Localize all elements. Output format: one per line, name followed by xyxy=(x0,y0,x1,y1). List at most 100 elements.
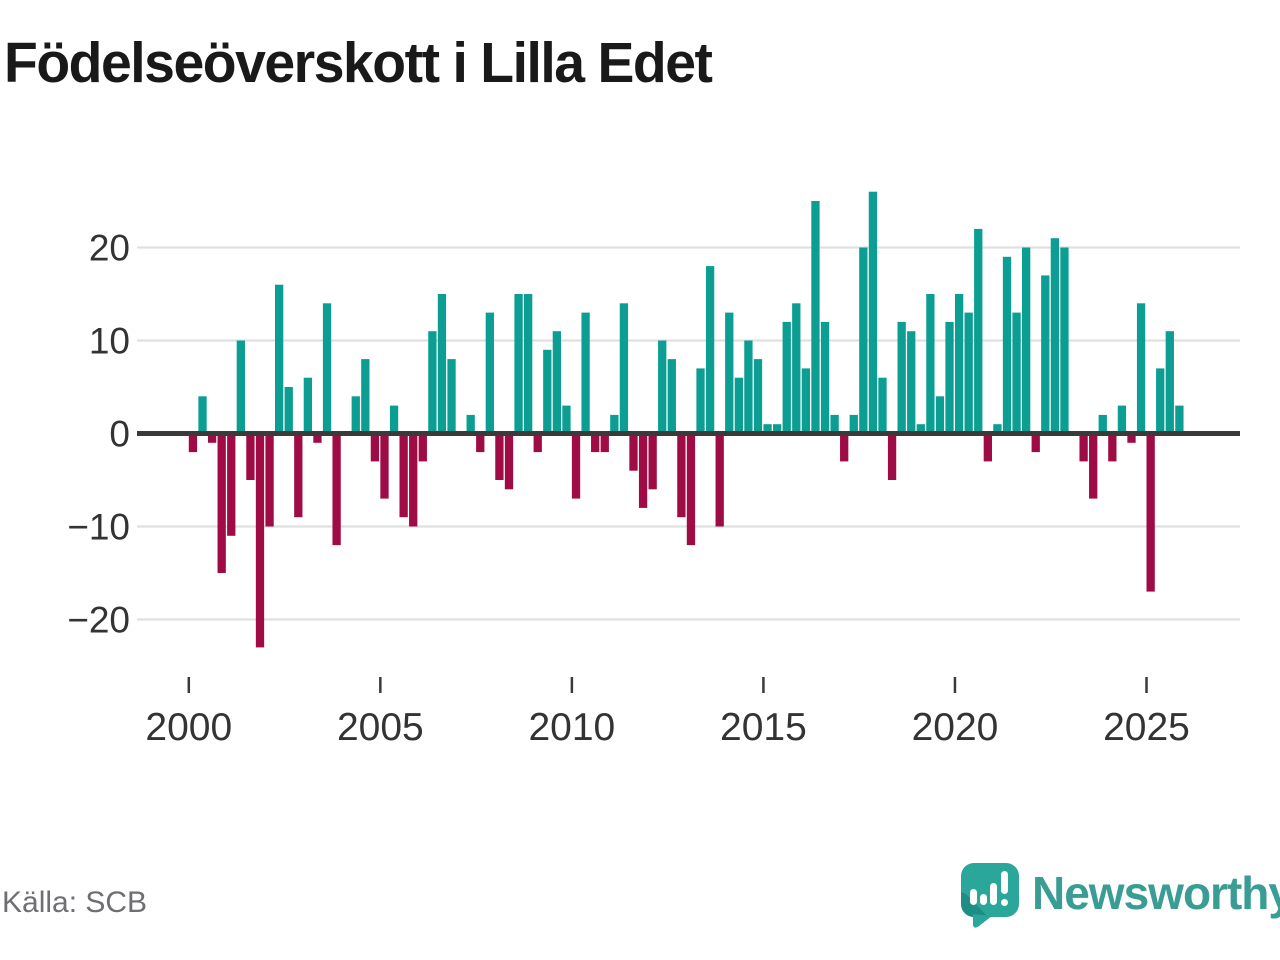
bar-2019 K1 xyxy=(916,424,925,434)
bar-2001 K2 xyxy=(236,340,245,434)
brand-wordmark: Newsworthy xyxy=(1032,867,1280,919)
bar-2012 K4 xyxy=(677,433,686,518)
bar-2013 K1 xyxy=(686,433,696,546)
bar-2001 K3 xyxy=(246,433,255,480)
bar-2019 K2 xyxy=(926,294,935,434)
bar-2006 K4 xyxy=(447,359,456,434)
page-title: Födelseöverskott i Lilla Edet xyxy=(4,31,713,95)
bar-2018 K4 xyxy=(907,331,916,434)
y-tick-label: 0 xyxy=(109,414,130,455)
bar-2012 K1 xyxy=(648,433,657,490)
bar-2010 K2 xyxy=(581,312,590,434)
bar-2022 K4 xyxy=(1060,247,1069,434)
bar-2021 K4 xyxy=(1022,247,1031,434)
bar-2025 K3 xyxy=(1165,331,1174,434)
bar-2024 K1 xyxy=(1108,433,1117,462)
bar-2002 K4 xyxy=(294,433,303,518)
bar-2007 K2 xyxy=(466,414,475,434)
bar-2008 K1 xyxy=(495,433,504,480)
bar-2024 K4 xyxy=(1136,303,1146,434)
bar-2004 K3 xyxy=(361,359,370,434)
bar-2022 K3 xyxy=(1050,238,1060,434)
bar-2006 K2 xyxy=(428,331,437,434)
bar-2023 K3 xyxy=(1089,433,1098,499)
bar-2025 K1 xyxy=(1146,433,1155,592)
bar-2005 K2 xyxy=(389,405,399,434)
newsworthy-logo-icon xyxy=(961,863,1019,928)
bar-2016 K2 xyxy=(811,201,820,434)
bar-2013 K2 xyxy=(696,368,705,434)
bar-2005 K4 xyxy=(409,433,418,527)
bar-2014 K4 xyxy=(753,359,763,434)
bar-2008 K2 xyxy=(504,433,514,490)
bar-2015 K2 xyxy=(773,424,782,434)
bar-2006 K1 xyxy=(418,433,427,462)
bar-2020 K3 xyxy=(974,228,983,434)
bar-2003 K3 xyxy=(322,303,332,434)
bar-2019 K4 xyxy=(945,321,954,434)
bar-2009 K3 xyxy=(552,331,562,434)
bar-2008 K4 xyxy=(524,294,533,434)
bar-2016 K4 xyxy=(830,414,839,434)
bar-2024 K2 xyxy=(1117,405,1127,434)
bar-2018 K2 xyxy=(887,433,897,480)
bar-2025 K2 xyxy=(1156,368,1165,434)
bar-2019 K3 xyxy=(935,396,945,434)
bar-2024 K3 xyxy=(1127,433,1136,443)
bar-2021 K3 xyxy=(1012,312,1021,434)
bar-2011 K4 xyxy=(638,433,648,508)
bar-2012 K2 xyxy=(658,340,667,434)
bar-2003 K2 xyxy=(313,433,322,443)
bar-2000 K3 xyxy=(207,433,217,443)
bar-2007 K3 xyxy=(476,433,485,453)
bar-2000 K1 xyxy=(188,433,198,453)
bar-2014 K2 xyxy=(734,377,743,434)
bar-2012 K3 xyxy=(667,359,676,434)
x-tick-label: 2000 xyxy=(145,706,232,749)
bar-2017 K2 xyxy=(849,414,858,434)
bar-2018 K3 xyxy=(897,321,906,434)
bar-2015 K1 xyxy=(763,424,772,434)
bar-2011 K2 xyxy=(619,303,629,434)
bar-2011 K1 xyxy=(610,414,619,434)
bar-2001 K4 xyxy=(255,433,265,648)
bar-2015 K3 xyxy=(782,321,791,434)
bar-2002 K3 xyxy=(284,387,293,434)
bar-2008 K3 xyxy=(514,294,523,434)
bar-2009 K4 xyxy=(562,405,571,434)
bar-2014 K1 xyxy=(725,312,734,434)
bar-2002 K2 xyxy=(274,284,284,434)
bar-2017 K3 xyxy=(859,247,868,434)
brand-block: Newsworthy xyxy=(958,858,1280,934)
bar-2021 K2 xyxy=(1002,256,1012,434)
x-tick-label: 2015 xyxy=(720,706,807,749)
bar-2015 K4 xyxy=(792,303,801,434)
bar-2002 K1 xyxy=(265,433,274,527)
bar-2025 K4 xyxy=(1175,405,1184,434)
bar-2010 K1 xyxy=(571,433,581,499)
bar-2003 K4 xyxy=(332,433,341,546)
bar-2010 K3 xyxy=(591,433,600,453)
bar-2016 K1 xyxy=(801,368,811,434)
bar-2000 K2 xyxy=(198,396,207,434)
y-tick-label: 10 xyxy=(89,321,130,362)
x-tick-label: 2005 xyxy=(337,706,424,749)
bar-2020 K1 xyxy=(954,294,964,434)
bar-2018 K1 xyxy=(878,377,887,434)
y-tick-label: 20 xyxy=(89,228,130,269)
bar-2020 K4 xyxy=(983,433,992,462)
bar-2005 K3 xyxy=(399,433,408,518)
x-tick-label: 2020 xyxy=(912,706,999,749)
bar-2022 K2 xyxy=(1041,275,1050,434)
bar-2009 K2 xyxy=(543,349,552,434)
bar-2023 K2 xyxy=(1079,433,1088,462)
bar-2011 K3 xyxy=(629,433,638,471)
bar-2003 K1 xyxy=(303,377,313,434)
bar-2005 K1 xyxy=(380,433,389,499)
x-tick-label: 2025 xyxy=(1103,706,1190,749)
y-tick-label: −20 xyxy=(67,600,130,641)
bar-2016 K3 xyxy=(820,321,830,434)
bar-2004 K2 xyxy=(351,396,360,434)
y-tick-label: −10 xyxy=(67,507,130,548)
